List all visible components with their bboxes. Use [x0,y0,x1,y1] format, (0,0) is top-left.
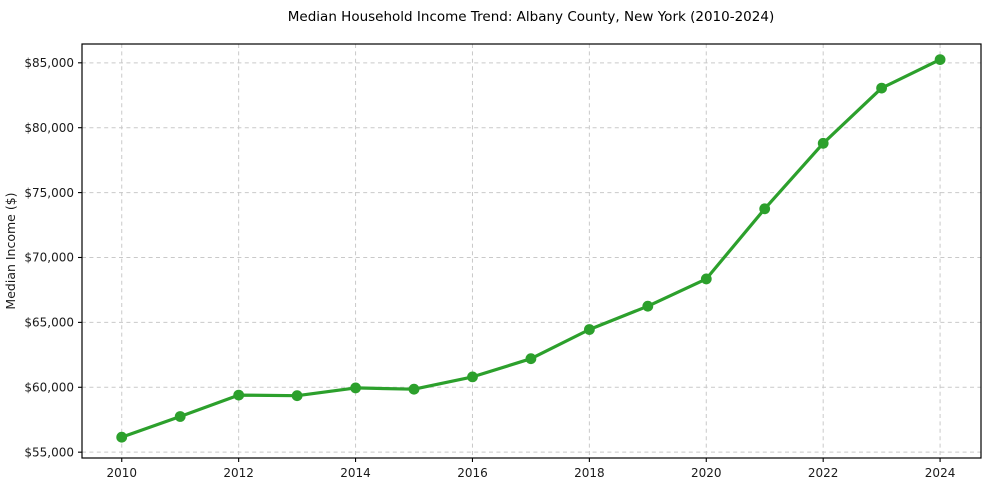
x-tick-label: 2022 [808,466,839,480]
data-point [700,273,712,285]
data-point [116,431,128,443]
data-points [116,54,946,443]
data-point [291,390,303,402]
data-point [467,371,478,383]
data-point [174,411,186,422]
x-tick-label: 2018 [574,466,605,480]
x-tick-label: 2010 [106,466,137,480]
chart-title: Median Household Income Trend: Albany Co… [288,9,774,25]
data-point [876,82,887,94]
y-axis-label: Median Income ($) [3,192,18,309]
y-tick-label: $75,000 [24,186,74,200]
y-tick-label: $60,000 [24,380,74,394]
data-point [584,324,595,335]
data-point [934,54,946,65]
data-point [350,382,361,394]
x-tick-label: 2012 [223,466,254,480]
y-tick-label: $65,000 [24,316,74,330]
y-tick-label: $70,000 [24,251,74,265]
gridlines [82,44,981,458]
x-tick-label: 2020 [691,466,722,480]
plot-border [81,43,982,459]
data-point [525,353,537,365]
trend-line [120,57,942,439]
x-tick-label: 2014 [340,466,371,480]
data-point [759,203,771,215]
y-tick-label: $80,000 [24,121,74,135]
y-tick-label: $55,000 [24,445,74,459]
x-tick-label: 2024 [925,466,956,480]
y-tick-label: $85,000 [24,56,74,70]
data-point [233,389,245,401]
x-tick-label: 2016 [457,466,488,480]
data-point [817,137,829,149]
axis-ticks: $55,000 $60,000 $65,000 $70,000 $75,000 $80,0… [24,56,955,480]
data-point [642,300,654,312]
data-point [408,383,420,395]
